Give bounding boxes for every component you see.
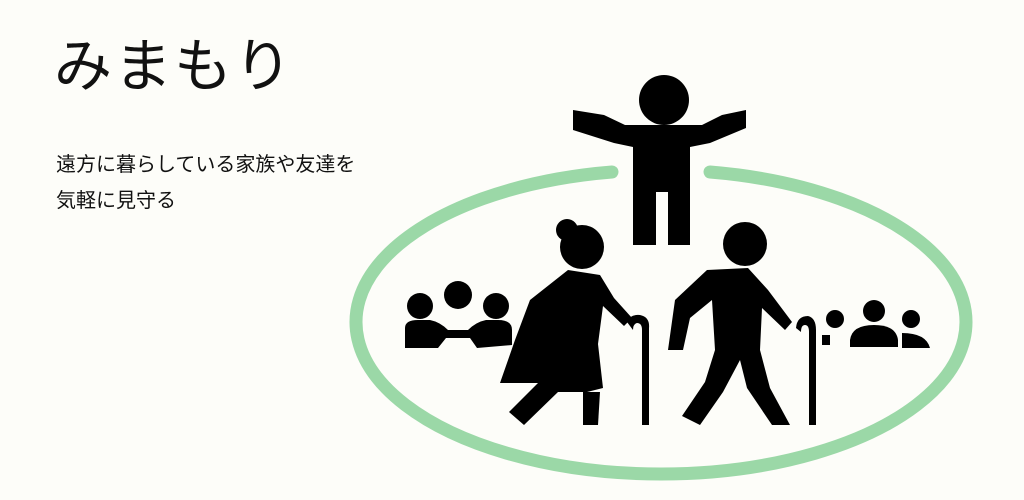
group-right-icon <box>822 300 930 348</box>
person-arms-out-icon <box>573 75 746 245</box>
description: 遠方に暮らしている家族や友達を 気軽に見守る <box>56 146 436 218</box>
elderly-man-cane-icon <box>668 222 816 425</box>
group-left-icon <box>405 281 512 348</box>
description-line-1: 遠方に暮らしている家族や友達を <box>56 152 356 176</box>
description-line-2: 気軽に見守る <box>56 188 176 212</box>
page-title: みまもり <box>54 32 295 100</box>
elderly-woman-cane-icon <box>500 219 650 425</box>
green-ring <box>349 165 973 481</box>
